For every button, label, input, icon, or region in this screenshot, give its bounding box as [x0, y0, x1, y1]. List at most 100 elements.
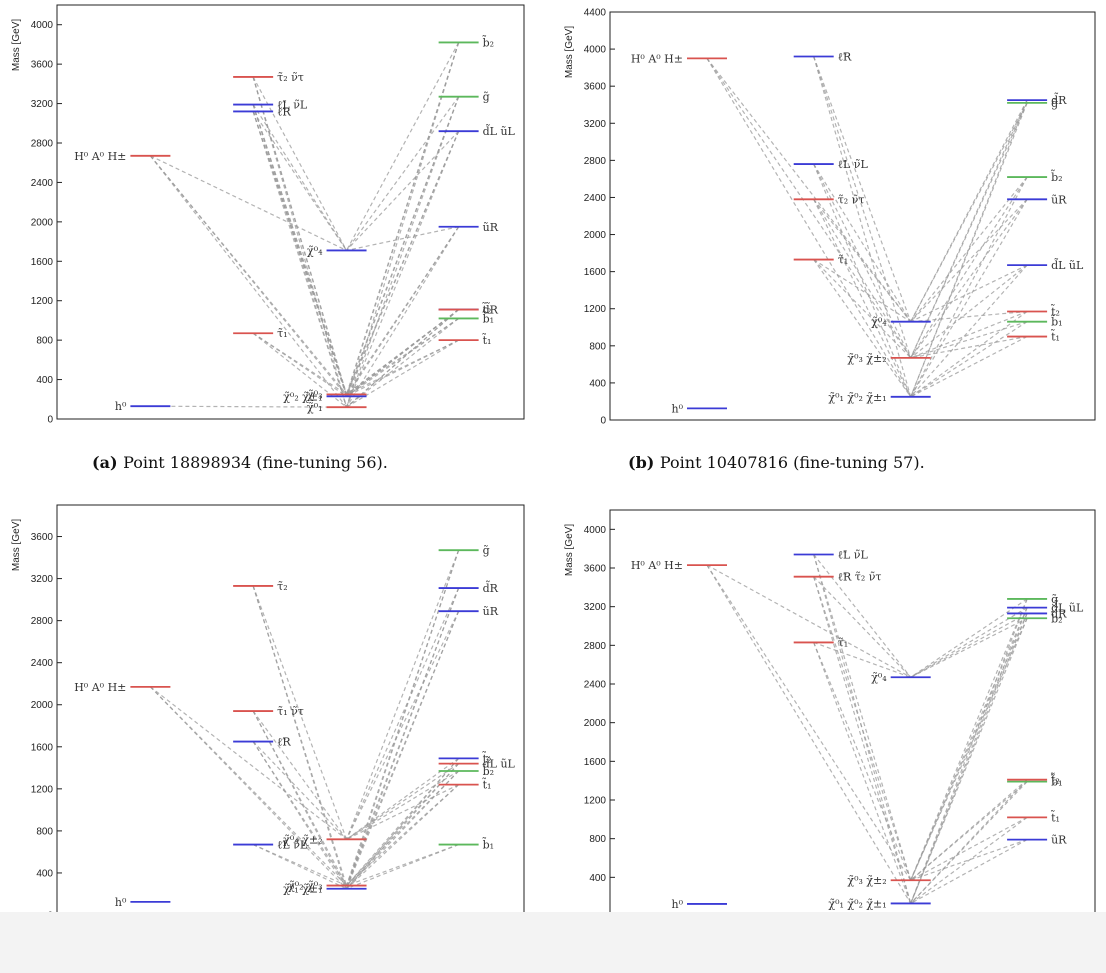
decay-line: [813, 554, 912, 678]
decay-line: [910, 779, 1028, 904]
decay-line: [149, 686, 347, 886]
particle-label: χ̃⁰₃: [307, 388, 323, 401]
decay-line: [910, 264, 1028, 323]
particle-label: χ̃⁰₁ χ̃±₁: [283, 883, 322, 896]
decay-line: [910, 613, 1028, 904]
y-tick-label: 3200: [31, 574, 54, 585]
plot-frame: [609, 509, 1096, 917]
particle-label: b̃₂: [482, 35, 494, 49]
particle-label: t̃₁: [1051, 329, 1060, 343]
y-tick-label: 2800: [31, 616, 54, 627]
particle-label: t̃₁: [1051, 810, 1060, 824]
y-tick-label: 800: [589, 341, 606, 352]
y-tick-label: 1200: [31, 296, 54, 307]
panel-caption: (b) Point 10407816 (fine-tuning 57).: [628, 453, 925, 472]
particle-label: ũR: [1051, 193, 1067, 206]
particle-label: χ̃⁰₂ χ̃⁰₃: [288, 880, 322, 893]
particle-label: τ̃₁: [838, 254, 849, 267]
particle-label: τ̃₁: [277, 327, 288, 340]
decay-line: [346, 770, 459, 840]
y-tick-label: 400: [36, 868, 53, 879]
y-tick-label: 1200: [584, 796, 607, 807]
y-tick-label: 800: [36, 826, 53, 837]
decay-line: [149, 155, 348, 395]
particle-label: h⁰: [115, 400, 127, 413]
particle-label: d̃R: [483, 302, 499, 316]
decay-line: [252, 76, 348, 395]
particle-label: τ̃₁ ν̃τ: [277, 705, 304, 718]
y-tick-label: 2000: [31, 700, 54, 711]
y-tick-label: 400: [589, 873, 606, 884]
decay-line: [813, 56, 912, 359]
particle-label: h⁰: [115, 896, 127, 909]
decay-line: [813, 642, 912, 881]
particle-label: g̃: [1051, 97, 1058, 110]
decay-line: [813, 163, 912, 359]
y-tick-label: 2400: [31, 658, 54, 669]
y-tick-label: 0: [47, 415, 53, 426]
decay-line: [910, 198, 1028, 359]
decay-line: [813, 576, 912, 904]
particle-label: χ̃⁰₃ χ̃±₂: [847, 874, 886, 887]
particle-label: d̃L ũL: [483, 756, 516, 770]
decay-line: [910, 607, 1028, 678]
decay-line: [345, 549, 460, 840]
decay-line: [813, 642, 912, 904]
y-tick-label: 3200: [584, 602, 607, 613]
y-tick-label: 4000: [584, 45, 607, 56]
particle-label: t̃₁: [482, 777, 491, 791]
particle-label: ℓ̃R: [838, 51, 852, 64]
particle-label: ℓ̃R τ̃₂ ν̃τ: [838, 571, 882, 584]
particle-label: H⁰ A⁰ H±: [74, 681, 126, 694]
particle-label: τ̃₁: [838, 636, 849, 649]
decay-line: [910, 102, 1028, 322]
decay-line: [910, 99, 1028, 359]
decay-line: [813, 199, 912, 398]
y-tick-label: 2800: [31, 139, 54, 150]
y-tick-label: 2000: [31, 217, 54, 228]
decay-line: [346, 130, 460, 251]
decay-line: [252, 585, 348, 886]
caption-text: Point 10407816 (fine-tuning 57).: [660, 453, 925, 472]
particle-label: χ̃⁰₄: [871, 671, 887, 684]
decay-line: [252, 710, 348, 840]
y-tick-label: 1200: [31, 784, 54, 795]
particle-label: ℓ̃L ν̃L: [277, 839, 308, 852]
y-tick-label: 4400: [584, 8, 607, 19]
y-tick-label: 1600: [584, 267, 607, 278]
decay-line: [910, 607, 1028, 904]
particle-label: τ̃₂ ν̃τ: [838, 193, 865, 206]
decay-line: [813, 259, 912, 398]
y-axis-label: Mass [GeV]: [11, 19, 22, 71]
decay-line: [910, 618, 1028, 881]
spectrum-panel-2: 04008001200160020002400280032003600Mass …: [11, 504, 525, 922]
decay-line: [346, 763, 459, 840]
decay-line: [252, 104, 348, 251]
particle-label: t̃₂: [1051, 304, 1060, 318]
particle-label: b̃₂: [482, 764, 494, 778]
particle-label: d̃R: [1051, 93, 1067, 107]
decay-line: [813, 163, 912, 323]
decay-line: [346, 226, 460, 408]
decay-line: [149, 686, 347, 890]
particle-label: h⁰: [672, 402, 684, 415]
decay-line: [910, 816, 1028, 904]
decay-line: [252, 585, 348, 840]
particle-label: χ̃⁰₁: [307, 401, 323, 414]
bottom-band: [0, 912, 1106, 973]
y-tick-label: 2400: [584, 680, 607, 691]
decay-line: [345, 42, 460, 395]
particle-label: ℓ̃L ν̃L: [277, 99, 308, 112]
particle-label: d̃L ũL: [1051, 600, 1084, 614]
decay-line: [813, 198, 912, 359]
y-tick-label: 1600: [31, 257, 54, 268]
y-tick-label: 2400: [31, 178, 54, 189]
y-tick-label: 2000: [584, 718, 607, 729]
decay-line: [910, 102, 1028, 398]
particle-label: χ̃⁰₂ χ̃±₁: [283, 390, 322, 403]
particle-label: H⁰ A⁰ H±: [74, 150, 126, 163]
decay-line: [706, 58, 912, 359]
decay-line: [252, 332, 347, 397]
y-tick-label: 1200: [584, 304, 607, 315]
